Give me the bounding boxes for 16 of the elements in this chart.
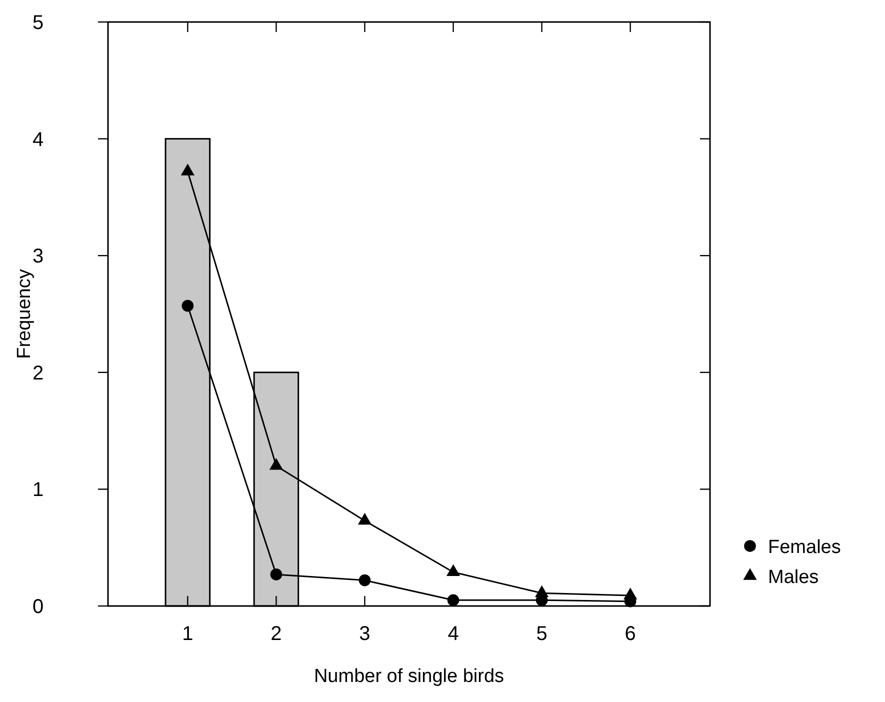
x-tick-label: 6	[624, 623, 636, 645]
y-tick-label: 2	[32, 362, 44, 384]
x-tick-label: 5	[536, 623, 548, 645]
x-axis-title: Number of single birds	[314, 666, 504, 687]
y-tick-label: 5	[32, 12, 44, 34]
x-tick-label: 3	[359, 623, 370, 645]
y-tick-label: 0	[32, 596, 44, 618]
x-tick-label: 2	[270, 623, 282, 645]
y-tick-label: 3	[32, 246, 44, 268]
x-tick-label: 4	[448, 623, 459, 645]
y-axis-title: Frequency	[14, 268, 35, 359]
legend-label: Females	[768, 537, 841, 558]
y-tick-label: 4	[32, 128, 44, 151]
x-tick-label: 1	[182, 623, 194, 645]
y-tick-label: 1	[32, 479, 44, 502]
legend-label: Males	[768, 567, 819, 588]
